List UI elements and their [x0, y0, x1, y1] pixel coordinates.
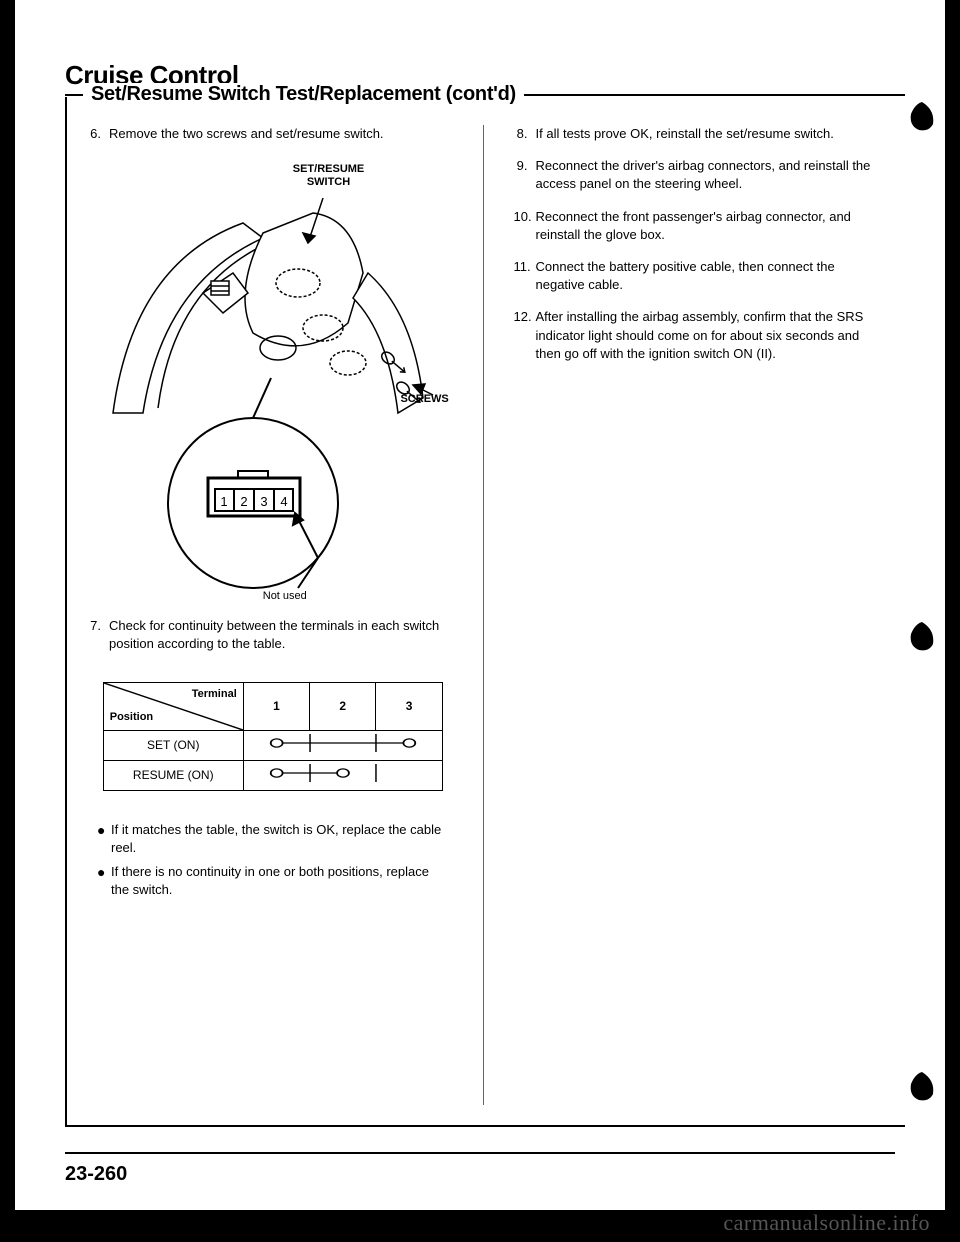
- section-title-row: Set/Resume Switch Test/Replacement (cont…: [65, 83, 905, 106]
- bullet-item: ● If there is no continuity in one or bo…: [97, 863, 449, 899]
- step-number: 7.: [87, 617, 109, 653]
- step-8: 8. If all tests prove OK, reinstall the …: [514, 125, 886, 143]
- page-number: 23-260: [65, 1163, 127, 1186]
- step-number: 6.: [87, 125, 109, 143]
- left-column: 6. Remove the two screws and set/resume …: [87, 125, 484, 1105]
- label-terminal: Terminal: [192, 687, 237, 702]
- pin-3: 3: [260, 494, 267, 509]
- table-row: SET (ON): [103, 730, 442, 760]
- col-1: 1: [243, 682, 309, 730]
- continuity-table: Terminal Position 1 2 3 SET (ON): [103, 682, 443, 791]
- label-screws: SCREWS: [400, 393, 448, 406]
- step-text: Connect the battery positive cable, then…: [536, 258, 886, 294]
- step-text: After installing the airbag assembly, co…: [536, 308, 886, 363]
- rule-left: [65, 94, 83, 96]
- pin-2: 2: [240, 494, 247, 509]
- step-10: 10. Reconnect the front passenger's airb…: [514, 208, 886, 244]
- step-text: Reconnect the front passenger's airbag c…: [536, 208, 886, 244]
- header-diagonal: Terminal Position: [103, 682, 243, 730]
- bullet-marker: ●: [97, 863, 111, 899]
- margin-glyph-icon: [907, 100, 937, 134]
- pin-1: 1: [220, 494, 227, 509]
- row-label: RESUME (ON): [103, 760, 243, 790]
- watermark: carmanualsonline.info: [723, 1210, 930, 1236]
- col-3: 3: [376, 682, 442, 730]
- step-9: 9. Reconnect the driver's airbag connect…: [514, 157, 886, 193]
- section-frame: Set/Resume Switch Test/Replacement (cont…: [65, 97, 905, 1127]
- diagram-svg: 1 2 3 4: [103, 163, 443, 603]
- bullet-text: If there is no continuity in one or both…: [111, 863, 449, 899]
- bullet-list: ● If it matches the table, the switch is…: [97, 821, 449, 900]
- footer-rule: [65, 1152, 895, 1154]
- switch-diagram: SET/RESUME SWITCH SCREWS Not used: [103, 163, 443, 603]
- step-text: Reconnect the driver's airbag connectors…: [536, 157, 886, 193]
- pin-4: 4: [280, 494, 287, 509]
- step-number: 12.: [514, 308, 536, 363]
- bullet-item: ● If it matches the table, the switch is…: [97, 821, 449, 857]
- continuity-1-3: [243, 730, 442, 760]
- step-7: 7. Check for continuity between the term…: [87, 617, 459, 653]
- rule-right: [524, 94, 905, 96]
- step-text: Check for continuity between the termina…: [109, 617, 459, 653]
- step-number: 11.: [514, 258, 536, 294]
- step-number: 10.: [514, 208, 536, 244]
- step-number: 9.: [514, 157, 536, 193]
- section-title: Set/Resume Switch Test/Replacement (cont…: [83, 83, 524, 106]
- continuity-1-2: [243, 760, 442, 790]
- content-columns: 6. Remove the two screws and set/resume …: [87, 125, 885, 1105]
- table-row: RESUME (ON): [103, 760, 442, 790]
- step-number: 8.: [514, 125, 536, 143]
- step-6: 6. Remove the two screws and set/resume …: [87, 125, 459, 143]
- right-column: 8. If all tests prove OK, reinstall the …: [514, 125, 886, 1105]
- label-switch: SET/RESUME SWITCH: [293, 163, 365, 189]
- step-11: 11. Connect the battery positive cable, …: [514, 258, 886, 294]
- table-header-row: Terminal Position 1 2 3: [103, 682, 442, 730]
- label-position: Position: [110, 710, 153, 725]
- manual-page: Cruise Control Set/Resume Switch Test/Re…: [15, 0, 945, 1210]
- row-label: SET (ON): [103, 730, 243, 760]
- col-2: 2: [310, 682, 376, 730]
- margin-glyph-icon: [907, 620, 937, 654]
- step-text: If all tests prove OK, reinstall the set…: [536, 125, 886, 143]
- margin-glyph-icon: [907, 1070, 937, 1104]
- bullet-marker: ●: [97, 821, 111, 857]
- label-notused: Not used: [263, 590, 307, 603]
- step-text: Remove the two screws and set/resume swi…: [109, 125, 459, 143]
- step-12: 12. After installing the airbag assembly…: [514, 308, 886, 363]
- bullet-text: If it matches the table, the switch is O…: [111, 821, 449, 857]
